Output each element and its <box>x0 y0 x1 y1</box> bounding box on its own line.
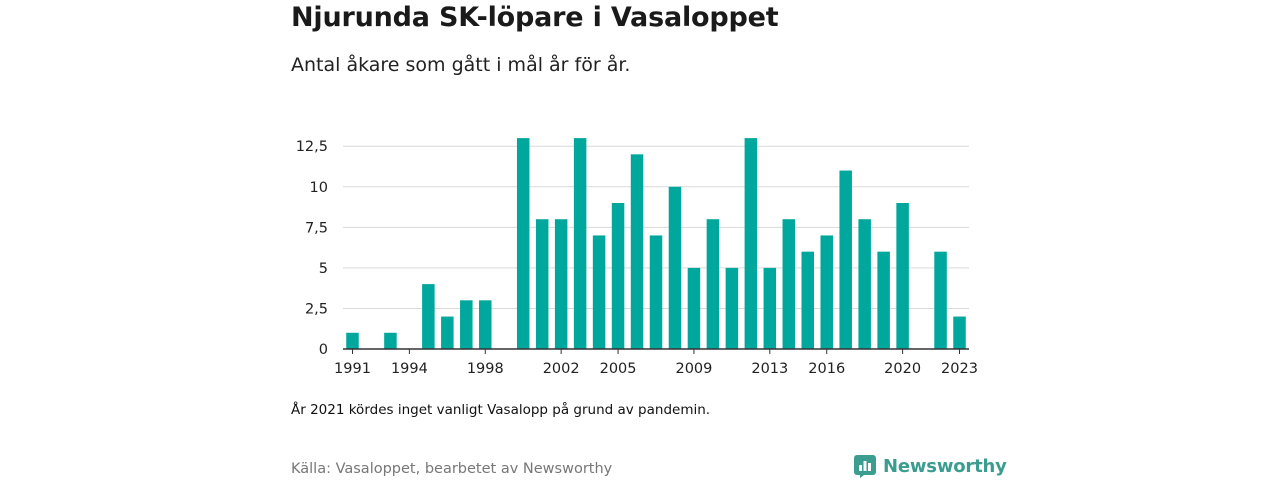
bar-1993[interactable] <box>384 332 397 349</box>
x-tick-label: 2005 <box>600 361 637 377</box>
y-tick-label: 2,5 <box>305 301 328 317</box>
bar-1996[interactable] <box>441 316 454 349</box>
y-tick-label: 5 <box>319 261 328 277</box>
x-tick-label: 2009 <box>675 361 712 377</box>
x-tick-label: 2020 <box>884 361 921 377</box>
chart-title: Njurunda SK-löpare i Vasaloppet <box>291 2 779 33</box>
chart-subtitle: Antal åkare som gått i mål år för år. <box>291 54 631 76</box>
bar-2006[interactable] <box>630 154 644 349</box>
y-tick-label: 10 <box>310 180 328 196</box>
bar-2022[interactable] <box>934 251 947 349</box>
x-tick-label: 2016 <box>808 361 845 377</box>
bar-chart: 0 2,5 5 7,5 10 12,5 1991 1994 1998 2002 2005 2009 20… <box>296 138 978 377</box>
bar-2008[interactable] <box>668 186 682 349</box>
bar-2000[interactable] <box>516 138 530 349</box>
bar-2023[interactable] <box>953 316 966 349</box>
bar-2012[interactable] <box>744 138 758 349</box>
x-tick-label: 1991 <box>334 361 371 377</box>
x-tick-label: 1994 <box>391 361 428 377</box>
bar-2004[interactable] <box>592 235 606 349</box>
bar-2011[interactable] <box>725 267 739 349</box>
bar-2003[interactable] <box>573 138 587 349</box>
bar-2015[interactable] <box>801 251 815 349</box>
bar-1995[interactable] <box>422 284 435 349</box>
bar-1991[interactable] <box>346 332 359 349</box>
bar-2020[interactable] <box>896 203 909 349</box>
bar-1997[interactable] <box>460 300 473 349</box>
y-tick-label: 0 <box>319 342 328 358</box>
logo-text: Newsworthy <box>883 455 1007 477</box>
bar-2014[interactable] <box>782 219 796 349</box>
bar-2005[interactable] <box>611 203 625 349</box>
x-tick-label: 2013 <box>751 361 788 377</box>
bar-2009[interactable] <box>687 267 701 349</box>
newsworthy-logo-icon <box>854 455 876 478</box>
source-text: Källa: Vasaloppet, bearbetet av Newswort… <box>291 461 613 477</box>
bar-2016[interactable] <box>820 235 833 349</box>
x-tick-label: 2002 <box>543 361 580 377</box>
y-tick-label: 12,5 <box>296 139 328 155</box>
chart-note: År 2021 kördes inget vanligt Vasalopp på… <box>291 402 711 418</box>
y-tick-label: 7,5 <box>305 220 328 236</box>
newsworthy-logo[interactable]: Newsworthy <box>853 454 1007 478</box>
bar-2017[interactable] <box>839 170 852 349</box>
x-tick-label: 2023 <box>941 361 978 377</box>
bar-2013[interactable] <box>763 267 777 349</box>
bar-1998[interactable] <box>479 300 492 349</box>
bar-2001[interactable] <box>535 219 549 349</box>
bar-2007[interactable] <box>649 235 663 349</box>
bar-2018[interactable] <box>858 219 871 349</box>
bar-2019[interactable] <box>877 251 890 349</box>
x-tick-label: 1998 <box>467 361 504 377</box>
bar-2002[interactable] <box>554 219 568 349</box>
bar-2010[interactable] <box>706 219 720 349</box>
